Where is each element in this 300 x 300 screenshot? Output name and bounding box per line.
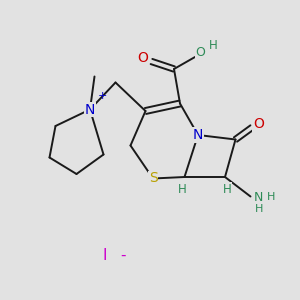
Text: O: O — [196, 46, 205, 59]
Text: O: O — [253, 118, 264, 131]
Text: H: H — [223, 183, 232, 196]
Text: H: H — [209, 39, 218, 52]
Text: N: N — [254, 190, 264, 204]
Text: -: - — [120, 248, 126, 262]
Text: N: N — [193, 128, 203, 142]
Text: H: H — [255, 204, 263, 214]
Text: N: N — [85, 103, 95, 116]
Text: S: S — [148, 172, 158, 185]
Text: H: H — [267, 192, 275, 202]
Text: +: + — [98, 91, 107, 101]
Text: H: H — [178, 183, 187, 196]
Text: O: O — [138, 52, 148, 65]
Text: I: I — [103, 248, 107, 262]
